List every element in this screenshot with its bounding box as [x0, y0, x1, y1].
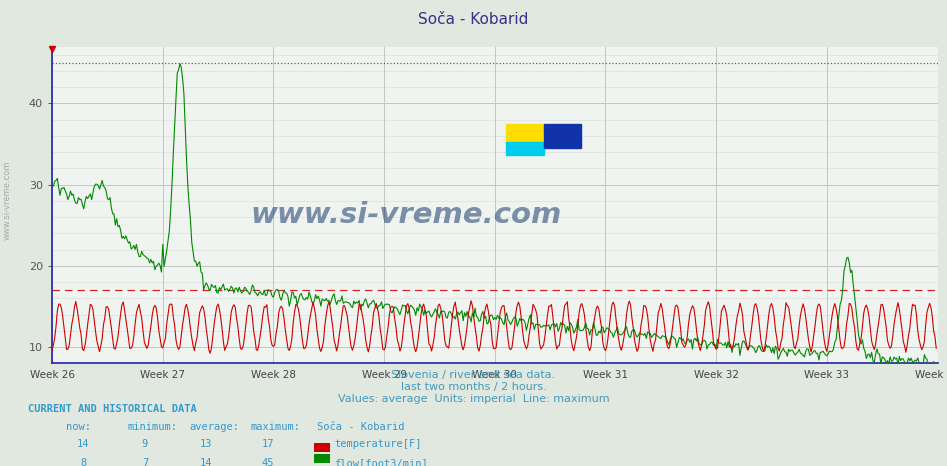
Text: Week 26: Week 26 — [29, 370, 75, 380]
Text: 45: 45 — [261, 458, 275, 466]
Text: temperature[F]: temperature[F] — [334, 439, 421, 449]
Text: now:: now: — [66, 422, 91, 432]
Text: 14: 14 — [200, 458, 213, 466]
Bar — [544, 124, 581, 148]
Text: 14: 14 — [77, 439, 90, 449]
Text: maximum:: maximum: — [251, 422, 301, 432]
Text: 7: 7 — [142, 458, 148, 466]
Text: 17: 17 — [261, 439, 275, 449]
Text: minimum:: minimum: — [128, 422, 178, 432]
Text: Week 32: Week 32 — [693, 370, 739, 380]
Bar — [507, 142, 544, 155]
Text: average:: average: — [189, 422, 240, 432]
Bar — [507, 124, 544, 142]
Text: Week 33: Week 33 — [804, 370, 849, 380]
Text: Soča - Kobarid: Soča - Kobarid — [317, 422, 404, 432]
Text: Week 30: Week 30 — [473, 370, 517, 380]
Text: Week 34: Week 34 — [915, 370, 947, 380]
Text: Week 29: Week 29 — [362, 370, 406, 380]
Text: 13: 13 — [200, 439, 213, 449]
Text: CURRENT AND HISTORICAL DATA: CURRENT AND HISTORICAL DATA — [28, 404, 197, 414]
Text: flow[foot3/min]: flow[foot3/min] — [334, 458, 428, 466]
Text: 9: 9 — [142, 439, 148, 449]
Text: www.si-vreme.com: www.si-vreme.com — [251, 200, 562, 228]
Text: Week 27: Week 27 — [140, 370, 186, 380]
Text: Week 31: Week 31 — [583, 370, 628, 380]
Text: Values: average  Units: imperial  Line: maximum: Values: average Units: imperial Line: ma… — [338, 394, 609, 404]
Text: Soča - Kobarid: Soča - Kobarid — [419, 12, 528, 27]
Text: last two months / 2 hours.: last two months / 2 hours. — [401, 382, 546, 392]
Text: Slovenia / river and sea data.: Slovenia / river and sea data. — [391, 370, 556, 380]
Text: www.si-vreme.com: www.si-vreme.com — [3, 161, 12, 240]
Text: Week 28: Week 28 — [251, 370, 296, 380]
Text: 8: 8 — [80, 458, 86, 466]
